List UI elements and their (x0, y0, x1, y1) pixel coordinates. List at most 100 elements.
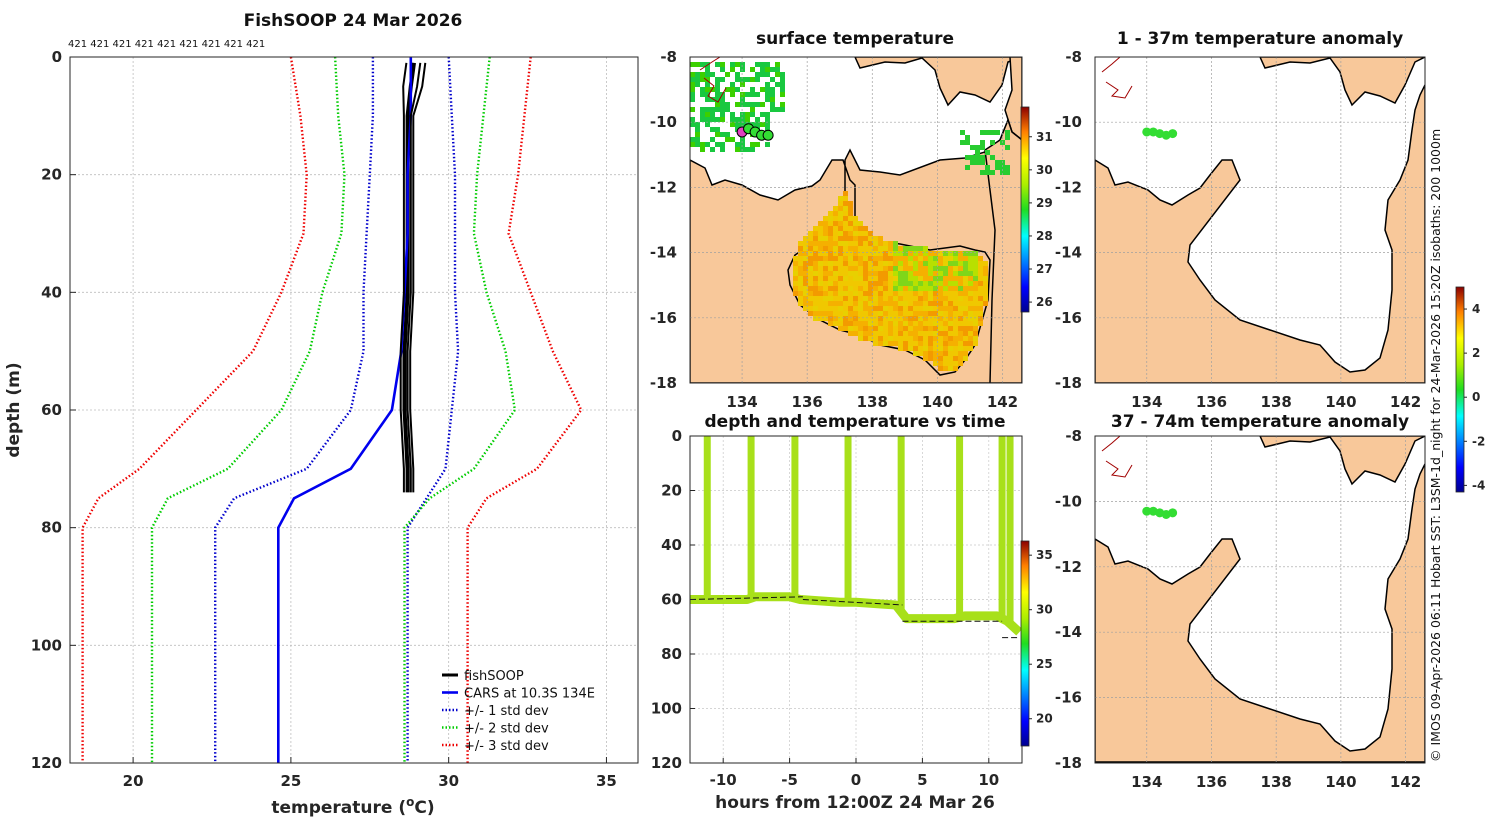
sst-cell (893, 266, 898, 271)
anom-lower-grid (1095, 436, 1425, 763)
sst-cell (958, 341, 963, 346)
sst-cell (975, 150, 980, 155)
sst-cell (913, 316, 918, 321)
sst-cell (710, 117, 715, 122)
sst-cell (923, 331, 928, 336)
sst-cell (798, 256, 803, 261)
tick-label-y: 60 (661, 591, 682, 609)
sst-cell (958, 306, 963, 311)
sst-cell (765, 92, 770, 97)
sst-cell (938, 251, 943, 256)
sst-cell (735, 142, 740, 147)
sst-cell (868, 306, 873, 311)
sst-cell (948, 311, 953, 316)
sst-cell (823, 316, 828, 321)
sst-cell (690, 72, 695, 77)
sst-cell (863, 231, 868, 236)
sst-cell (725, 72, 730, 77)
sst-cell (828, 211, 833, 216)
sst-cell (808, 286, 813, 291)
sst-cell (928, 321, 933, 326)
sst-cell (700, 77, 705, 82)
sst-cell (938, 321, 943, 326)
sst-cell (973, 341, 978, 346)
sst-cell (888, 306, 893, 311)
sst-cell (848, 251, 853, 256)
sst-cell (823, 291, 828, 296)
sst-cell (818, 291, 823, 296)
sst-cell (720, 102, 725, 107)
sst-cell (828, 276, 833, 281)
sst-cell (858, 336, 863, 341)
sst-cell (803, 276, 808, 281)
sst-cell (705, 122, 710, 127)
sst-cell (863, 246, 868, 251)
sst-cell (953, 316, 958, 321)
sst-cell (848, 236, 853, 241)
sst-cell (775, 62, 780, 67)
sst-cell (958, 291, 963, 296)
sst-cell (695, 62, 700, 67)
sst-cell (798, 281, 803, 286)
sst-cell (828, 301, 833, 306)
sst-cell (863, 296, 868, 301)
sst-cell (848, 216, 853, 221)
sst-cell (705, 142, 710, 147)
sst-cell (798, 286, 803, 291)
sst-cell (868, 246, 873, 251)
sst-cell (843, 216, 848, 221)
sst-cell (878, 251, 883, 256)
sst-cell (803, 251, 808, 256)
sst-cell (958, 276, 963, 281)
sst-cell (933, 251, 938, 256)
sst-cell (953, 331, 958, 336)
sst-cell (873, 286, 878, 291)
sst-cell (780, 77, 785, 82)
sst-cell (803, 286, 808, 291)
sst-cell (833, 206, 838, 211)
sst-cell (868, 301, 873, 306)
anomaly-point (1142, 506, 1152, 516)
sst-cell (828, 311, 833, 316)
sst-cell (745, 92, 750, 97)
isobath-west (1101, 57, 1133, 99)
anomaly-point (1168, 129, 1178, 139)
sst-cell (938, 306, 943, 311)
sst-cell (953, 261, 958, 266)
sst-cell (903, 326, 908, 331)
sst-cell (938, 316, 943, 321)
sst-cell (948, 301, 953, 306)
sst-cell (848, 271, 853, 276)
sst-cell (908, 296, 913, 301)
sst-cell (863, 226, 868, 231)
sst-cell (913, 326, 918, 331)
fishsoop-cast-line (399, 62, 408, 493)
sst-cell (943, 341, 948, 346)
sst-cell (760, 87, 765, 92)
sst-cell (853, 316, 858, 321)
sst-cell (923, 296, 928, 301)
sst-cell (813, 296, 818, 301)
sst-cell (918, 311, 923, 316)
tick-label-lon: 136 (792, 393, 823, 411)
sst-cell (913, 336, 918, 341)
sst-cell (803, 281, 808, 286)
sst-cell (888, 321, 893, 326)
sst-cell (813, 246, 818, 251)
sst-cell (883, 266, 888, 271)
sst-cell (960, 130, 965, 135)
sst-cell (898, 346, 903, 351)
sst-cell (883, 331, 888, 336)
legend-label: CARS at 10.3S 134E (464, 687, 595, 702)
sst-cell (818, 316, 823, 321)
sst-cell (740, 117, 745, 122)
sst-cell (873, 266, 878, 271)
sst-cell (893, 301, 898, 306)
sst-cell (948, 331, 953, 336)
colorbar-label: 28 (1036, 229, 1053, 243)
sst-cell (828, 316, 833, 321)
sst-map-title: surface temperature (756, 29, 954, 49)
sst-cell (868, 281, 873, 286)
sst-cell (798, 261, 803, 266)
sst-cell (933, 286, 938, 291)
